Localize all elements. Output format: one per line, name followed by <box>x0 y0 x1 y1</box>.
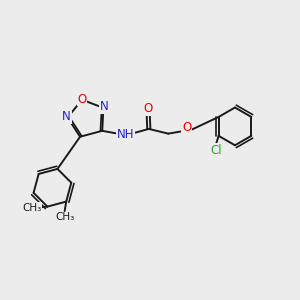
Text: CH₃: CH₃ <box>22 203 41 213</box>
Text: O: O <box>143 102 153 115</box>
Text: CH₃: CH₃ <box>55 212 74 222</box>
Text: N: N <box>62 110 71 123</box>
Text: Cl: Cl <box>210 143 222 157</box>
Text: N: N <box>100 100 108 113</box>
Text: O: O <box>182 122 191 134</box>
Text: O: O <box>77 93 87 106</box>
Text: NH: NH <box>117 128 134 141</box>
